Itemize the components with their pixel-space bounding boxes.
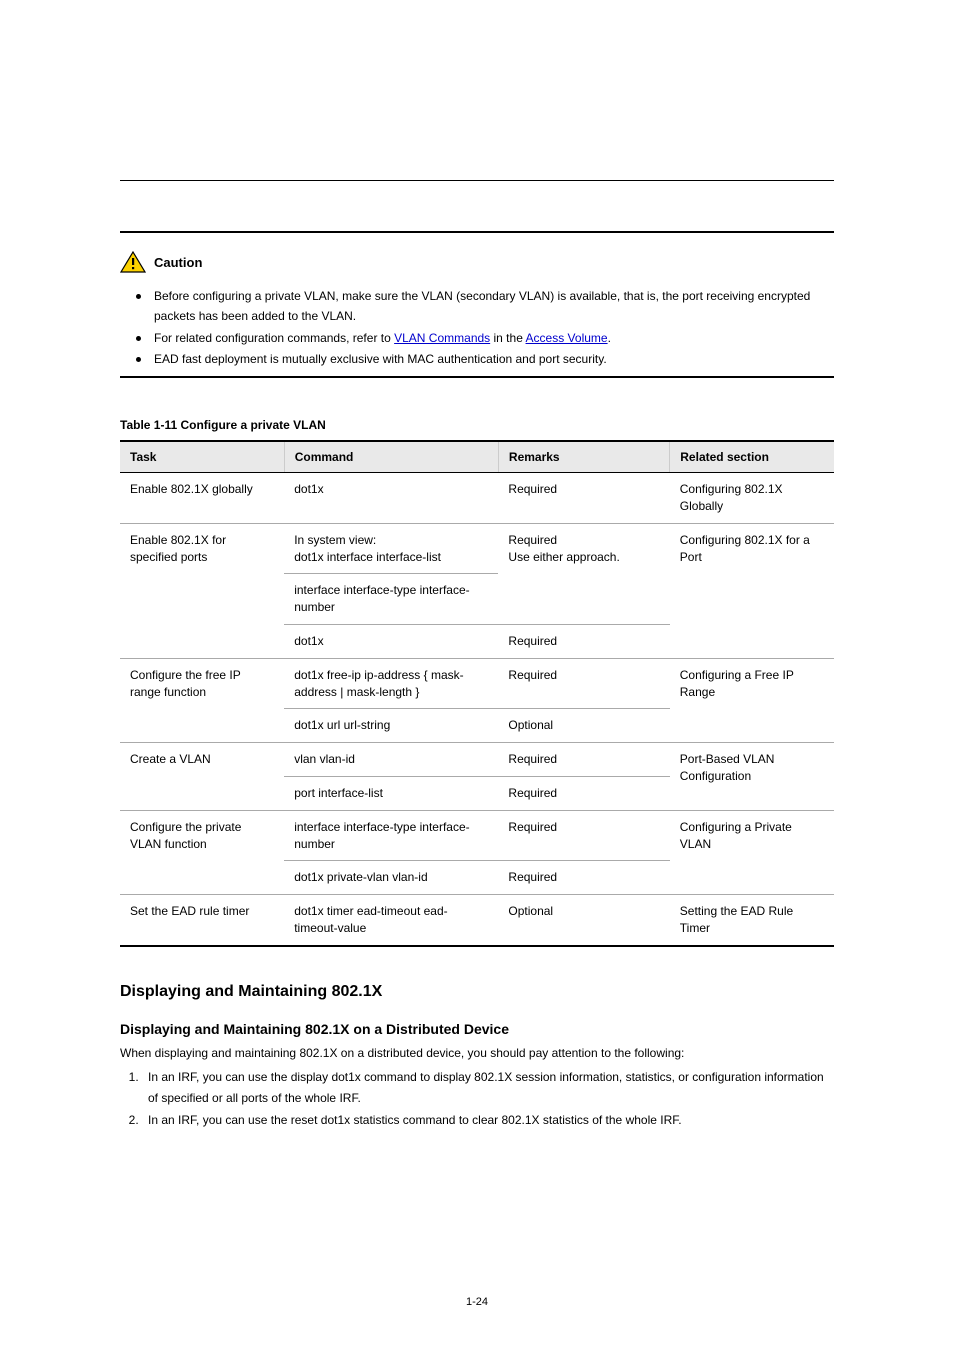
table-cell: interface interface-type interface-numbe… [284,810,498,861]
table-row: Configure the private VLAN functioninter… [120,810,834,861]
col-header-task: Task [120,441,284,473]
table-cell: dot1x url url-string [284,709,498,743]
table-cell: Configuring 802.1X Globally [670,473,834,524]
table-cell: port interface-list [284,776,498,810]
bullet-text-after-2: . [608,331,611,345]
heading-displaying: Displaying and Maintaining 802.1X [120,983,834,1001]
table-cell: Required [498,861,669,895]
col-header-related: Related section [670,441,834,473]
table-cell: Required [498,473,669,524]
table-row: Enable 802.1X for specified portsIn syst… [120,523,834,574]
caution-bullet-3: EAD fast deployment is mutually exclusiv… [120,350,834,370]
table-row: Set the EAD rule timerdot1x timer ead-ti… [120,895,834,946]
bullet-text-after-1: in the [490,331,525,345]
bullet-text: EAD fast deployment is mutually exclusiv… [154,352,607,366]
page-footer: 1-24 [0,1292,954,1310]
table-cell: Configuring a Free IP Range [670,658,834,742]
table-cell: interface interface-type interface-numbe… [284,574,498,625]
table-row: Configure the free IP range functiondot1… [120,658,834,709]
table-cell: Create a VLAN [120,743,284,811]
table-cell: dot1x [284,473,498,524]
top-rule [120,180,834,181]
table-cell: Required [498,658,669,709]
bullet-text: Before configuring a private VLAN, make … [154,289,810,323]
table-cell: Optional [498,895,669,946]
table-cell: dot1x [284,624,498,658]
caution-bullet-list: Before configuring a private VLAN, make … [120,287,834,370]
table-cell: Configure the free IP range function [120,658,284,742]
table-cell: Optional [498,709,669,743]
step-2: In an IRF, you can use the reset dot1x s… [142,1110,834,1130]
caution-header: Caution [120,251,834,273]
table-cell: dot1x private-vlan vlan-id [284,861,498,895]
caution-top-rule [120,231,834,233]
col-header-command: Command [284,441,498,473]
bullet-text: For related configuration commands, refe… [154,331,394,345]
document-page: Caution Before configuring a private VLA… [0,0,954,1350]
table-cell: dot1x free-ip ip-address { mask-address … [284,658,498,709]
table-cell: Enable 802.1X globally [120,473,284,524]
table-cell: Configuring a Private VLAN [670,810,834,894]
table-cell: In system view:dot1x interface interface… [284,523,498,574]
page-number: 1-24 [466,1296,488,1308]
table-cell: Configure the private VLAN function [120,810,284,894]
table-cell: Port-Based VLAN Configuration [670,743,834,811]
caution-bottom-rule [120,376,834,378]
config-table: Task Command Remarks Related section Ena… [120,440,834,947]
table-header-row: Task Command Remarks Related section [120,441,834,473]
col-header-remarks: Remarks [498,441,669,473]
caution-label: Caution [154,255,202,270]
table-row: Enable 802.1X globallydot1xRequiredConfi… [120,473,834,524]
table-caption: Table 1-11 Configure a private VLAN [120,418,834,432]
table-row: Create a VLANvlan vlan-idRequiredPort-Ba… [120,743,834,777]
table-cell: Required [498,776,669,810]
step-1: In an IRF, you can use the display dot1x… [142,1067,834,1108]
table-cell: Setting the EAD Rule Timer [670,895,834,946]
heading-distributed: Displaying and Maintaining 802.1X on a D… [120,1021,834,1037]
table-cell: RequiredUse either approach. [498,523,669,624]
caution-triangle-icon [120,251,146,273]
link-vlan-commands[interactable]: VLAN Commands [394,331,490,345]
caution-bullet-2: For related configuration commands, refe… [120,329,834,349]
table-cell: Required [498,810,669,861]
table-cell: Set the EAD rule timer [120,895,284,946]
table-cell: vlan vlan-id [284,743,498,777]
section-steps: In an IRF, you can use the display dot1x… [120,1067,834,1130]
link-access-volume[interactable]: Access Volume [526,331,608,345]
table-cell: dot1x timer ead-timeout ead-timeout-valu… [284,895,498,946]
table-cell: Required [498,624,669,658]
table-cell: Enable 802.1X for specified ports [120,523,284,658]
table-cell: Required [498,743,669,777]
table-cell: Configuring 802.1X for a Port [670,523,834,658]
caution-block: Caution Before configuring a private VLA… [120,231,834,378]
caution-bullet-1: Before configuring a private VLAN, make … [120,287,834,327]
section-intro: When displaying and maintaining 802.1X o… [120,1043,834,1063]
